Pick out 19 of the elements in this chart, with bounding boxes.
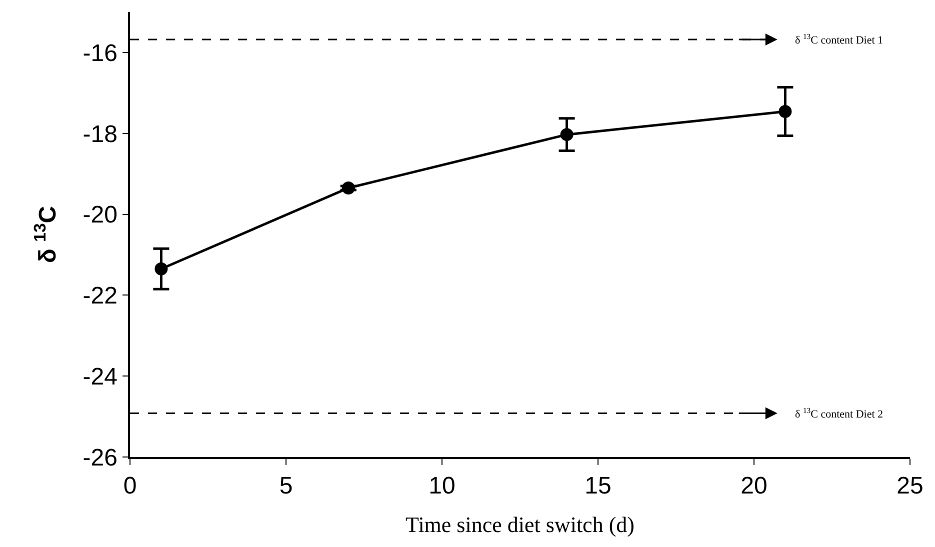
- point: [560, 128, 574, 142]
- ref-line-label: δ $^{13}$C content Diet 2: [795, 406, 884, 421]
- x-tick-label: 0: [123, 472, 137, 500]
- y-tick-label: -16: [82, 40, 118, 67]
- point: [154, 262, 168, 276]
- x-tick-label: 10: [428, 472, 456, 500]
- x-tick-label: 25: [896, 472, 924, 500]
- y-tick-label: -26: [82, 444, 118, 472]
- point: [778, 105, 792, 118]
- y-tick-label: -20: [82, 202, 118, 229]
- y-tick-label: -24: [82, 363, 118, 390]
- x-tick-label: 20: [740, 472, 768, 500]
- x-tick-label: 5: [279, 472, 293, 500]
- point: [342, 181, 355, 194]
- y-tick-label: -22: [82, 282, 118, 310]
- x-tick-label: 15: [584, 472, 612, 500]
- y-tick-label: -18: [82, 120, 118, 148]
- ref-line-label: δ $^{13}$C content Diet 1: [795, 32, 884, 47]
- x-axis-title: Time since diet switch (d): [406, 512, 634, 537]
